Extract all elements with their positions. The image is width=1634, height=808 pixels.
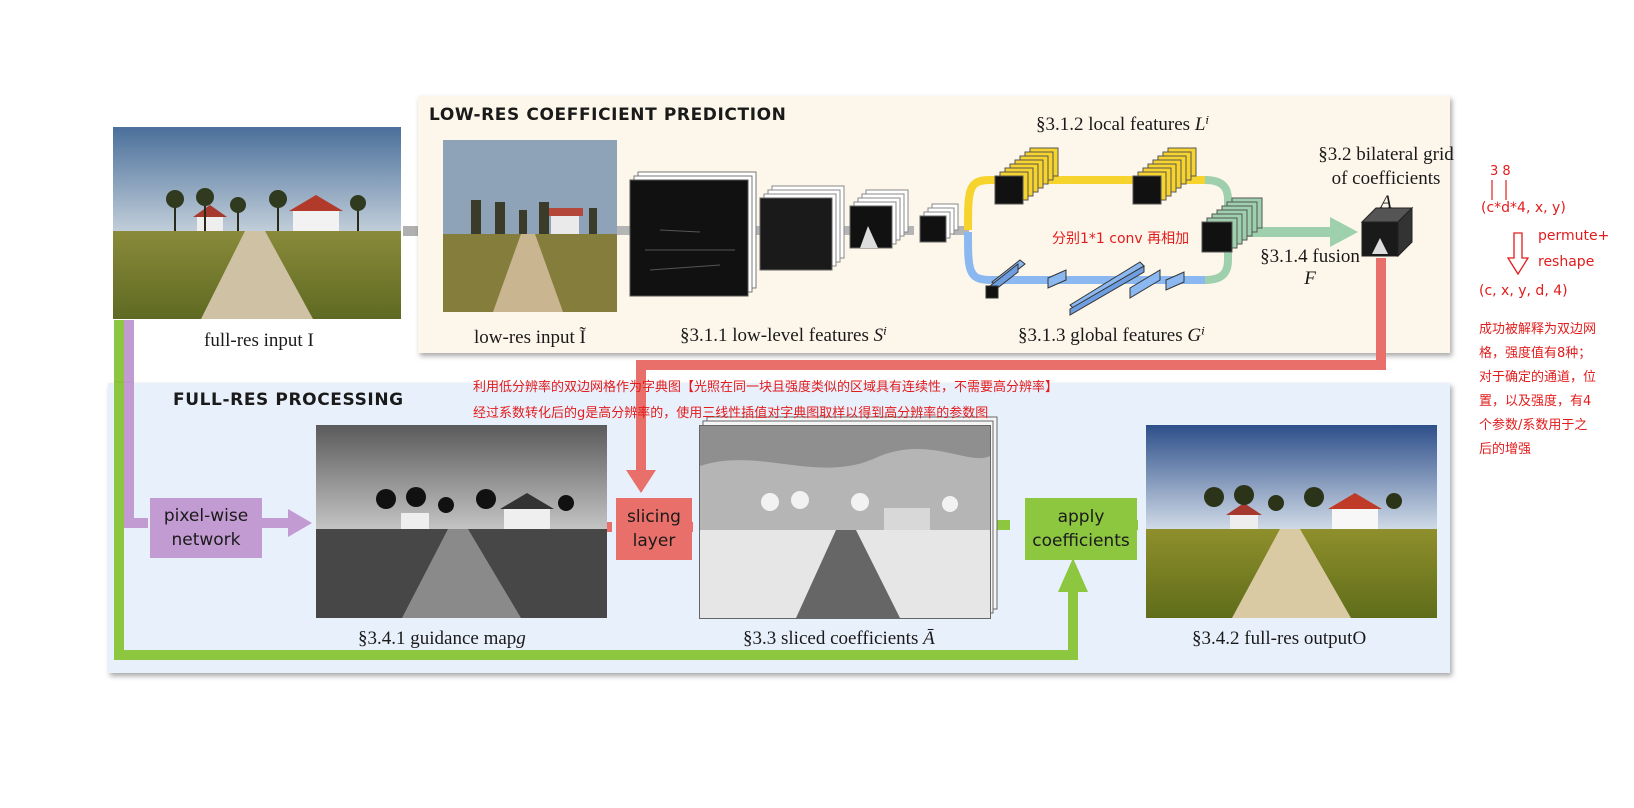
landscape-photo-icon: [1146, 425, 1437, 618]
bilateral-grid-label: §3.2 bilateral grid of coefficients A: [1318, 144, 1454, 213]
full-res-output-image: [1146, 425, 1437, 618]
guidance-map-label: §3.4.1 guidance mapg: [358, 628, 526, 649]
slicing-layer-box: slicing layer: [616, 498, 692, 560]
local-features-label: §3.1.2 local features Lⁱ: [1036, 114, 1210, 135]
low-res-panel-title: LOW-RES COEFFICIENT PREDICTION: [429, 105, 787, 125]
apply-line2: coefficients: [1032, 531, 1130, 551]
apply-line1: apply: [1057, 507, 1105, 527]
side-dims-top: 3 8: [1490, 164, 1511, 179]
sliced-coefficients-label: §3.3 sliced coefficients Ā: [743, 628, 935, 649]
landscape-photo-icon: [316, 425, 607, 618]
conv-note: 分别1*1 conv 再相加: [1052, 231, 1190, 247]
full-res-panel-title: FULL-RES PROCESSING: [173, 390, 404, 410]
dictionary-note-line1: 利用低分辨率的双边网格作为字典图【光照在同一块且强度类似的区域具有连续性，不需要…: [473, 380, 1059, 395]
landscape-photo-icon: [700, 426, 990, 618]
landscape-photo-icon: [443, 140, 617, 312]
down-arrow-icon: [1506, 232, 1530, 276]
full-res-input-label: full-res input I: [204, 330, 314, 351]
pixel-wise-line2: network: [171, 530, 241, 550]
side-op-line2: reshape: [1538, 254, 1595, 270]
fusion-label: §3.1.4 fusion F: [1260, 246, 1360, 289]
low-level-features-label: §3.1.1 low-level features Sⁱ: [680, 325, 887, 346]
low-res-input-label: low-res input Ĩ: [474, 327, 586, 348]
slicing-line2: layer: [632, 531, 676, 551]
landscape-photo-icon: [113, 127, 401, 319]
guidance-map-image: [316, 425, 607, 618]
pixel-wise-line1: pixel-wise: [163, 506, 249, 526]
side-dim-ticks: [1491, 180, 1507, 200]
apply-coefficients-box: apply coefficients: [1025, 498, 1137, 560]
dictionary-note-line2: 经过系数转化后的g是高分辨率的，使用三线性插值对字典图取样以得到高分辨率的参数图: [473, 406, 989, 421]
full-res-output-label: §3.4.2 full-res outputO: [1192, 628, 1367, 649]
pixel-wise-network-box: pixel-wise network: [150, 498, 262, 558]
slicing-line1: slicing: [627, 507, 681, 527]
side-explanation: 成功被解释为双边网 格，强度值有8种； 对于确定的通道，位 置，以及强度，有4 …: [1479, 322, 1597, 457]
low-res-input-image: [443, 140, 617, 312]
global-features-label: §3.1.3 global features Gⁱ: [1018, 325, 1205, 346]
sliced-coefficients-image: [699, 425, 991, 619]
side-op-line1: permute+: [1538, 228, 1610, 244]
side-shape-before: (c*d*4, x, y): [1481, 200, 1566, 216]
side-shape-after: (c, x, y, d, 4): [1479, 283, 1568, 299]
full-res-input-image: [113, 127, 401, 319]
